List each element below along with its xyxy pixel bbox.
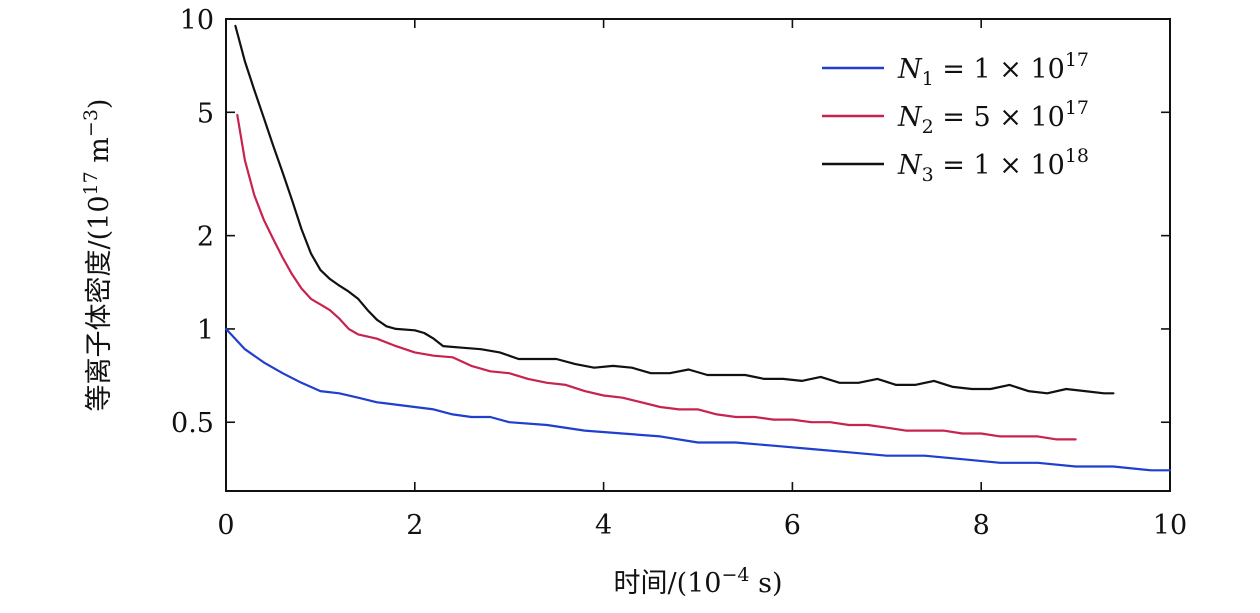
- x-axis-label-unit: s): [750, 568, 783, 599]
- legend-symbol: N: [897, 102, 923, 133]
- legend-subscript: 3: [922, 164, 934, 186]
- legend-superscript: 17: [1065, 49, 1089, 71]
- y-tick-label: 0.5: [171, 408, 214, 439]
- legend-label-n1: N1 = 1 × 1017: [897, 49, 1089, 90]
- y-axis-label-exponent: 17: [80, 171, 102, 195]
- legend-equation: = 1 × 10: [934, 54, 1065, 85]
- series-line-n1: [224, 327, 1172, 472]
- x-tick-label: 8: [973, 510, 990, 541]
- x-tick-label: 6: [784, 510, 801, 541]
- legend-superscript: 17: [1065, 97, 1089, 119]
- plot-frame: [225, 18, 1171, 492]
- x-tick-label: 10: [1153, 510, 1187, 541]
- y-axis-label-close: ): [84, 99, 115, 110]
- x-axis-label-exponent: −4: [722, 564, 750, 586]
- series-line-n3: [234, 24, 1115, 395]
- legend-symbol: N: [897, 150, 923, 181]
- x-tick-label: 4: [595, 510, 612, 541]
- y-tick-label: 2: [197, 222, 214, 253]
- y-axis-label-unit: m: [84, 137, 115, 171]
- legend-equation: = 5 × 10: [934, 102, 1065, 133]
- y-axis-label-main: 等离子体密度/(10: [84, 195, 115, 411]
- x-tick-label: 2: [406, 510, 423, 541]
- series-line-n2: [236, 113, 1077, 441]
- legend-equation: = 1 × 10: [934, 150, 1065, 181]
- legend-symbol: N: [897, 54, 923, 85]
- axis-ticks: 0 2 4 6 8 10 0.5 1 2 5 10: [171, 5, 1187, 541]
- x-axis-label-main: 时间/(10: [614, 568, 722, 599]
- x-axis-label: 时间/(10−4 s): [614, 564, 783, 599]
- legend-subscript: 1: [922, 68, 934, 90]
- x-tick-label: 0: [217, 510, 234, 541]
- legend-superscript: 18: [1065, 145, 1089, 167]
- y-tick-label: 5: [197, 98, 214, 129]
- series-lines: [224, 24, 1172, 472]
- legend-subscript: 2: [922, 116, 934, 138]
- legend-label-n3: N3 = 1 × 1018: [897, 145, 1089, 186]
- y-tick-label: 1: [197, 315, 214, 346]
- y-axis-label-unit-exponent: −3: [80, 109, 102, 137]
- legend-label-n2: N2 = 5 × 1017: [897, 97, 1089, 138]
- y-tick-label: 10: [180, 5, 214, 36]
- y-axis-label: 等离子体密度/(1017 m−3): [80, 99, 115, 412]
